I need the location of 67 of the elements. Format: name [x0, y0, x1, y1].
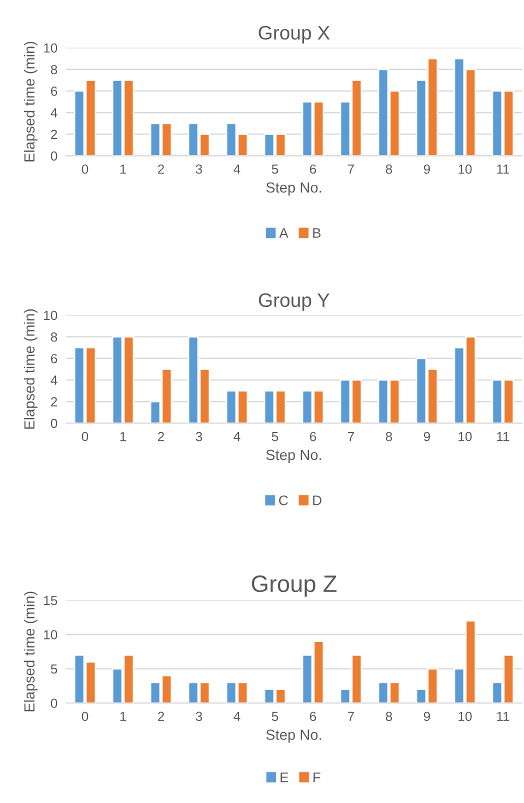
legend-label: E [280, 772, 288, 782]
y-tick-label: 10 [44, 630, 58, 640]
x-axis-title: Step No. [266, 450, 322, 463]
y-tick-label: 8 [50, 332, 58, 342]
chart-title: Group Y [258, 293, 330, 311]
x-tick-label: 0 [82, 712, 88, 722]
x-tick-label: 4 [234, 432, 240, 442]
legend-label: D [313, 496, 322, 506]
y-tick-label: 4 [50, 376, 58, 385]
x-tick-label: 9 [424, 432, 430, 442]
legend-label: B [313, 228, 321, 238]
y-tick-label: 2 [51, 130, 58, 139]
y-tick-label: 2 [51, 397, 58, 406]
y-tick-label: 0 [50, 418, 58, 428]
x-tick-label: 3 [196, 164, 202, 174]
x-tick-label: 0 [82, 164, 88, 174]
x-tick-label: 2 [158, 432, 164, 442]
y-tick-label: 8 [50, 64, 58, 74]
y-axis-title: Elapsed time (min) [24, 42, 38, 162]
x-tick-label: 6 [310, 712, 316, 722]
x-tick-label: 2 [158, 712, 164, 721]
y-axis-title: Elapsed time (min) [24, 309, 38, 429]
x-tick-label: 0 [82, 432, 88, 442]
y-tick-label: 4 [50, 108, 58, 118]
x-tick-label: 6 [310, 164, 316, 174]
x-tick-label: 9 [424, 164, 430, 174]
legend-label: A [279, 228, 288, 238]
x-tick-label: 9 [424, 712, 430, 722]
x-tick-label: 11 [497, 432, 510, 442]
chart-title: Group X [258, 26, 330, 44]
x-tick-label: 6 [310, 432, 316, 442]
x-tick-label: 3 [196, 432, 202, 442]
x-tick-label: 10 [458, 712, 472, 722]
y-tick-label: 0 [50, 151, 58, 161]
y-tick-label: 6 [51, 86, 58, 96]
x-tick-label: 8 [386, 164, 392, 174]
y-tick-label: 10 [44, 43, 58, 53]
x-tick-label: 5 [272, 712, 278, 722]
x-tick-label: 4 [234, 712, 240, 721]
y-tick-label: 5 [50, 664, 58, 674]
y-tick-label: 10 [44, 310, 58, 320]
x-axis-title: Step No. [266, 182, 322, 196]
x-tick-label: 8 [386, 432, 392, 442]
x-tick-label: 5 [272, 432, 278, 442]
x-tick-label: 1 [120, 432, 126, 442]
x-tick-label: 2 [158, 164, 164, 174]
legend-label: C [279, 495, 288, 506]
y-tick-label: 15 [44, 596, 58, 606]
x-tick-label: 5 [272, 164, 278, 174]
x-tick-label: 11 [497, 712, 510, 721]
legend-label: F [314, 772, 320, 782]
x-tick-label: 7 [348, 432, 354, 442]
y-tick-label: 6 [51, 354, 58, 364]
x-tick-label: 4 [234, 164, 240, 174]
x-tick-label: 8 [386, 712, 392, 722]
x-axis-title: Step No. [266, 730, 322, 743]
x-tick-label: 1 [120, 164, 126, 174]
chart-title: Group Z [252, 575, 337, 597]
y-axis-title: Elapsed time (min) [24, 592, 38, 712]
x-tick-label: 10 [458, 432, 472, 442]
y-tick-label: 0 [50, 698, 58, 708]
x-tick-label: 3 [196, 712, 202, 722]
x-tick-label: 1 [120, 712, 126, 721]
x-tick-label: 7 [348, 712, 354, 721]
x-tick-label: 10 [458, 164, 472, 174]
x-tick-label: 7 [348, 164, 354, 174]
x-tick-label: 11 [497, 164, 510, 174]
